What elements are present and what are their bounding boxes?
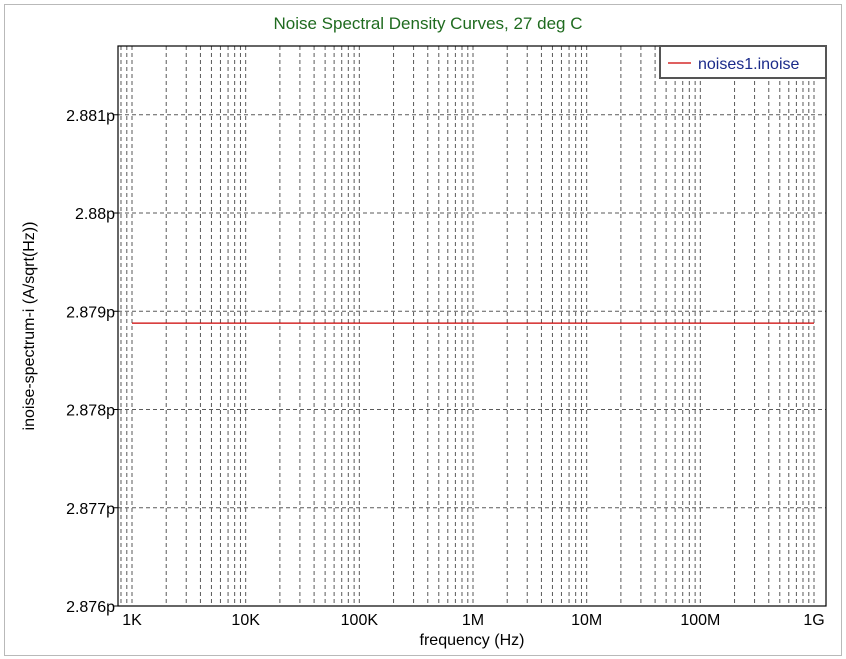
x-tick-label: 1M — [462, 612, 484, 629]
grid — [118, 46, 826, 606]
x-tick-label: 100M — [680, 612, 720, 629]
x-axis-label: frequency (Hz) — [420, 632, 525, 649]
axis-ticks: 1K 10K 100K 1M 10M 100M 1G 2.876p 2.877p 2.878p 2.… — [66, 108, 825, 629]
y-tick-label: 2.877p — [66, 501, 115, 518]
x-tick-label: 10M — [571, 612, 602, 629]
y-tick-label: 2.878p — [66, 403, 115, 420]
y-tick-label: 2.881p — [66, 108, 115, 125]
x-tick-label: 100K — [341, 612, 379, 629]
chart-frame — [4, 4, 842, 656]
x-tick-label: 1G — [803, 612, 824, 629]
plot-area-border — [117, 45, 827, 607]
x-tick-label: 1K — [122, 612, 142, 629]
legend-label: noises1.inoise — [698, 56, 800, 73]
y-tick-label: 2.88p — [75, 206, 115, 223]
y-axis-label: inoise-spectrum-i (A/sqrt(Hz)) — [21, 222, 38, 431]
x-tick-label: 10K — [231, 612, 260, 629]
legend-box — [659, 45, 827, 79]
chart-title: Noise Spectral Density Curves, 27 deg C — [274, 14, 583, 33]
y-tick-label: 2.876p — [66, 599, 115, 616]
y-tick-label: 2.879p — [66, 304, 115, 321]
legend[interactable]: noises1.inoise — [659, 45, 827, 79]
